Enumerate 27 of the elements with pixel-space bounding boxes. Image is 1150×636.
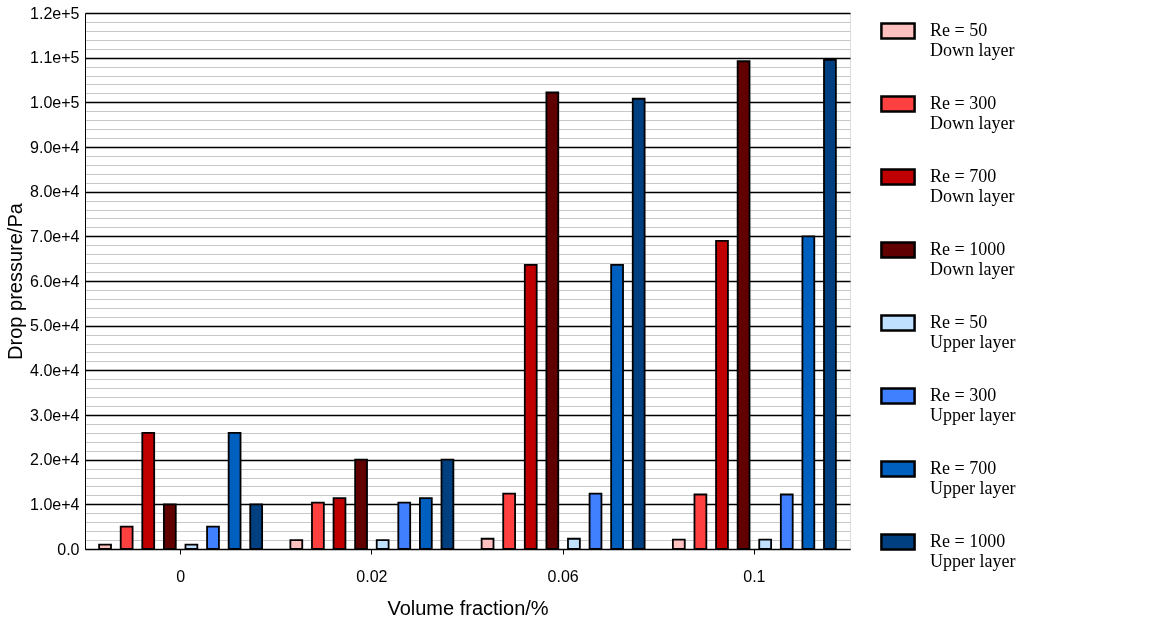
y-tick-label: 1.2e+5 [30,4,80,22]
legend-label: Re = 50 Down layer [930,20,1015,60]
legend-label: Re = 1000 Upper layer [930,531,1016,571]
x-tick-label: 0.06 [547,567,579,585]
y-axis-title: Drop pressure/Pa [4,202,27,360]
x-tick-label: 0 [176,567,186,585]
y-tick-label: 4.0e+4 [30,361,80,379]
x-axis-title: Volume fraction/% [387,596,549,619]
legend-label: Re = 1000 Down layer [930,239,1015,279]
y-tick-label: 2.0e+4 [30,451,80,469]
y-tick-label: 5.0e+4 [30,317,80,335]
y-tick-label: 0.0 [57,540,80,558]
legend-label: Re = 700 Upper layer [930,458,1016,498]
x-tick-label: 0.02 [356,567,388,585]
legend-label: Re = 300 Down layer [930,93,1015,133]
y-tick-label: 8.0e+4 [30,183,80,201]
legend-label: Re = 700 Down layer [930,166,1015,206]
y-tick-label: 7.0e+4 [30,227,80,245]
y-tick-label: 1.0e+5 [30,93,80,111]
y-tick-label: 6.0e+4 [30,272,80,290]
y-tick-label: 3.0e+4 [30,406,80,424]
y-tick-label: 1.0e+4 [30,495,80,513]
x-tick-label: 0.1 [743,567,766,585]
legend-label: Re = 50 Upper layer [930,312,1016,352]
y-tick-label: 9.0e+4 [30,138,80,156]
legend-label: Re = 300 Upper layer [930,385,1016,425]
y-tick-label: 1.1e+5 [30,49,80,67]
